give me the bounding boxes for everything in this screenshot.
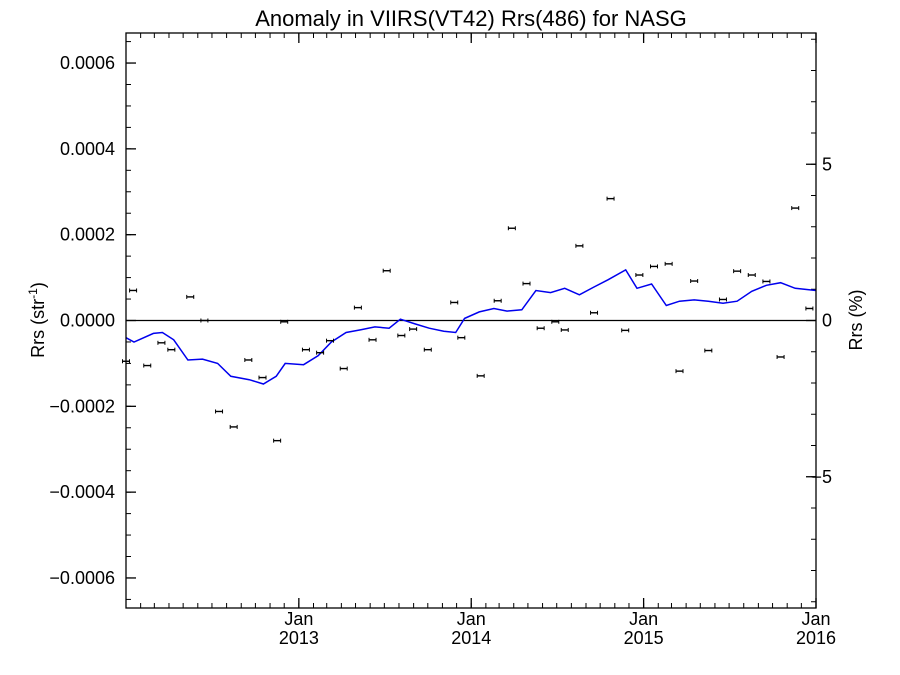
data-point (747, 273, 756, 278)
data-point (733, 269, 742, 274)
y-tick-label: −0.0004 (49, 482, 115, 502)
data-point (776, 354, 785, 359)
y-tick-label: −0.0002 (49, 396, 115, 416)
data-point (316, 350, 325, 355)
data-point (476, 373, 485, 378)
major-ticks (126, 33, 817, 608)
x-tick-label-year: 2016 (796, 628, 836, 648)
y2-tick-labels: 5 0 −5 (811, 154, 832, 487)
data-point (522, 281, 531, 286)
data-point (575, 243, 584, 248)
data-point (606, 196, 615, 201)
y-axis-title: Rrs (str-1) (26, 282, 48, 358)
data-point (650, 264, 659, 269)
x-tick-label-month: Jan (801, 609, 830, 629)
y2-tick-label: 0 (822, 311, 832, 331)
x-tick-label-year: 2014 (451, 628, 491, 648)
y-tick-labels: 0.0006 0.0004 0.0002 0.0000 −0.0002 −0.0004 −0… (49, 53, 115, 588)
data-point (368, 337, 377, 342)
y2-tick-label: 5 (822, 154, 832, 174)
y-tick-label: 0.0000 (60, 311, 115, 331)
x-tick-label-month: Jan (457, 609, 486, 629)
x-tick-label-year: 2015 (624, 628, 664, 648)
data-point (353, 305, 362, 310)
data-point (397, 333, 406, 338)
data-point (339, 366, 348, 371)
data-point (273, 438, 282, 443)
x-tick-label-month: Jan (284, 609, 313, 629)
data-point (704, 348, 713, 353)
data-point (200, 318, 209, 323)
data-point (664, 261, 673, 266)
data-point (186, 294, 195, 299)
data-point (560, 327, 569, 332)
data-point (258, 375, 267, 380)
data-point (450, 300, 459, 305)
data-point (536, 326, 545, 331)
data-point (244, 357, 253, 362)
y-tick-label: 0.0006 (60, 53, 115, 73)
blue-trend-line (125, 268, 817, 385)
data-point (493, 298, 502, 303)
points-layer (122, 196, 814, 443)
data-point (621, 328, 630, 333)
data-point (791, 206, 800, 211)
data-point (382, 268, 391, 273)
data-point (409, 327, 418, 332)
data-point (301, 347, 310, 352)
data-point (143, 363, 152, 368)
x-tick-label-month: Jan (629, 609, 658, 629)
x-tick-label-year: 2013 (279, 628, 319, 648)
data-point (457, 335, 466, 340)
data-point (326, 338, 335, 343)
data-point (215, 409, 224, 414)
data-point (507, 226, 516, 231)
y2-tick-label: −5 (811, 467, 832, 487)
data-point (229, 424, 238, 429)
y-tick-label: −0.0006 (49, 568, 115, 588)
minor-ticks (126, 33, 816, 608)
data-point (167, 347, 176, 352)
y2-axis-title: Rrs (%) (846, 290, 866, 351)
data-point (690, 279, 699, 284)
y-tick-label: 0.0004 (60, 139, 115, 159)
chart-title: Anomaly in VIIRS(VT42) Rrs(486) for NASG (255, 6, 687, 31)
data-point (423, 347, 432, 352)
y-tick-label: 0.0002 (60, 225, 115, 245)
data-point (129, 288, 138, 293)
y-axis-title-superscript: -1 (26, 288, 40, 299)
data-point (718, 297, 727, 302)
data-point (805, 306, 814, 311)
data-point (635, 273, 644, 278)
data-point (590, 310, 599, 315)
data-point (551, 319, 560, 324)
data-point (157, 340, 166, 345)
data-point (675, 369, 684, 374)
data-point (762, 279, 771, 284)
line-layer (125, 268, 817, 385)
data-point (280, 319, 289, 324)
